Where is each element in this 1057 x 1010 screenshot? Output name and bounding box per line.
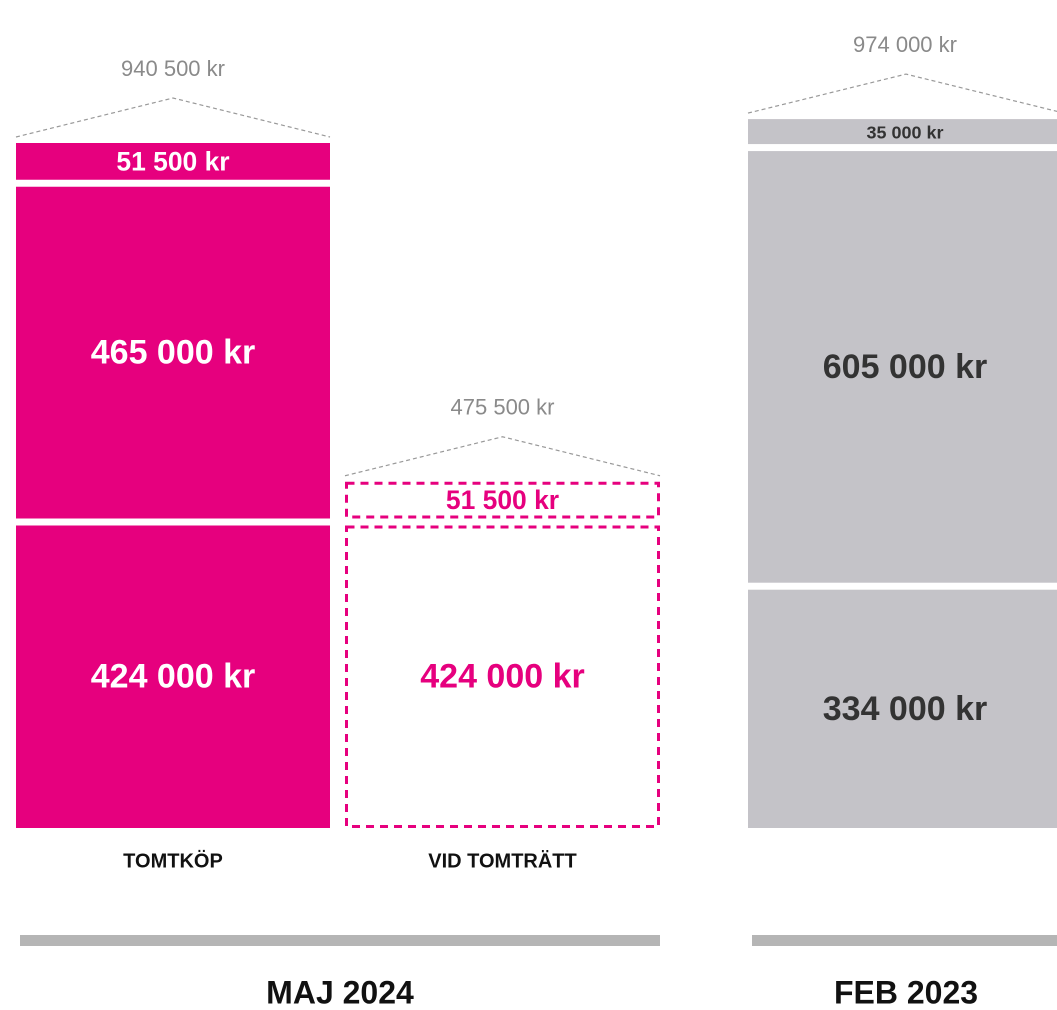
bar-segment — [345, 481, 660, 519]
bar-segment — [345, 525, 660, 828]
category-label: TOMTKÖP — [123, 849, 223, 872]
total-roof — [344, 436, 661, 477]
bar-segment — [748, 589, 1057, 828]
segment-label: 334 000 kr — [823, 690, 988, 728]
segment-label: 424 000 kr — [91, 658, 256, 696]
category-label: VID TOMTRÄTT — [428, 849, 577, 872]
segment-label: 51 500 kr — [116, 146, 229, 176]
bar-segment — [748, 151, 1057, 583]
group-bar — [752, 935, 1057, 946]
total-roof — [15, 97, 331, 138]
bar-segment — [16, 143, 330, 180]
total-roof — [747, 73, 1057, 114]
bar-segment — [16, 525, 330, 828]
segment-label: 35 000 kr — [867, 122, 944, 142]
segment-label: 465 000 kr — [91, 334, 256, 372]
group-label: MAJ 2024 — [266, 974, 414, 1010]
total-label: 475 500 kr — [451, 395, 555, 420]
segment-label: 605 000 kr — [823, 348, 988, 386]
group-label: FEB 2023 — [834, 974, 978, 1010]
total-label: 940 500 kr — [121, 56, 225, 81]
bar-segment — [748, 119, 1057, 145]
segment-label: 424 000 kr — [420, 658, 585, 696]
group-bar — [20, 935, 660, 946]
segment-label: 51 500 kr — [446, 485, 559, 515]
total-label: 974 000 kr — [853, 32, 957, 57]
bar-segment — [16, 186, 330, 519]
